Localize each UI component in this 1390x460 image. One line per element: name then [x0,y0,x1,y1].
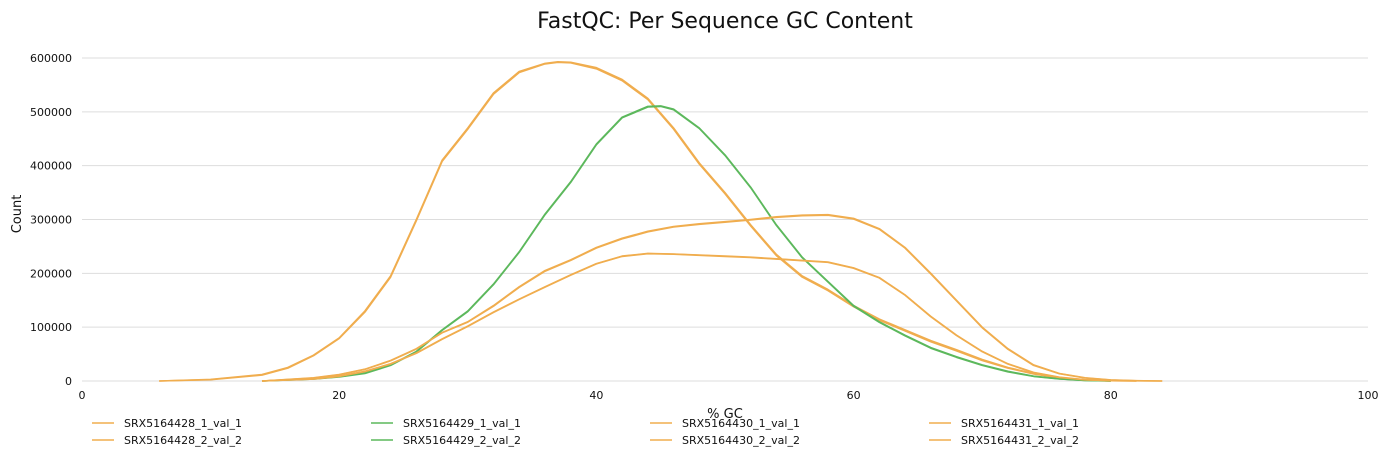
series-line-SRX5164430_2_val_2 [261,214,1163,382]
x-tick-label: 0 [79,389,86,402]
y-tick-label: 300000 [30,214,72,227]
x-axis-label: % GC [707,407,743,422]
grid-lines [82,57,1368,382]
legend-item[interactable]: SRX5164431_1_val_1 [929,417,1079,430]
y-tick-label: 400000 [30,160,72,173]
y-tick-label: 600000 [30,52,72,65]
series-lines [159,61,1163,382]
legend-label: SRX5164429_1_val_1 [403,417,521,430]
legend-label: SRX5164428_1_val_1 [124,417,242,430]
legend-item[interactable]: SRX5164431_2_val_2 [929,434,1079,447]
x-tick-label: 40 [589,389,603,402]
legend-label: SRX5164430_1_val_1 [682,417,800,430]
chart-title: FastQC: Per Sequence GC Content [537,9,913,34]
legend-label: SRX5164431_2_val_2 [961,434,1079,447]
y-axis-label: Count [10,195,25,234]
legend-label: SRX5164428_2_val_2 [124,434,242,447]
legend-item[interactable]: SRX5164430_2_val_2 [650,434,800,447]
x-tick-label: 80 [1104,389,1118,402]
y-tick-label: 500000 [30,106,72,119]
series-line-SRX5164430_1_val_1 [261,213,1163,382]
legend-label: SRX5164431_1_val_1 [961,417,1079,430]
y-tick-label: 0 [65,375,72,388]
y-axis-ticks: 0 100000 200000 300000 400000 500000 600000 [30,52,72,388]
x-tick-label: 60 [847,389,861,402]
x-axis-ticks: 0 20 40 60 80 100 [79,389,1379,402]
y-tick-label: 200000 [30,267,72,280]
legend-item[interactable]: SRX5164430_1_val_1 [650,417,800,430]
legend-item[interactable]: SRX5164428_2_val_2 [92,434,242,447]
legend-item[interactable]: SRX5164429_1_val_1 [371,417,521,430]
legend-item[interactable]: SRX5164428_1_val_1 [92,417,242,430]
x-tick-label: 100 [1358,389,1379,402]
legend: SRX5164428_1_val_1 SRX5164428_2_val_2 SRX5… [92,417,1079,447]
legend-label: SRX5164430_2_val_2 [682,434,800,447]
series-line-SRX5164431_2_val_2 [261,252,1137,382]
legend-item[interactable]: SRX5164429_2_val_2 [371,434,521,447]
series-line-SRX5164428_1_val_1 [159,61,1111,382]
legend-label: SRX5164429_2_val_2 [403,434,521,447]
series-line-SRX5164428_2_val_2 [159,61,1111,382]
y-tick-label: 100000 [30,321,72,334]
x-tick-label: 20 [332,389,346,402]
